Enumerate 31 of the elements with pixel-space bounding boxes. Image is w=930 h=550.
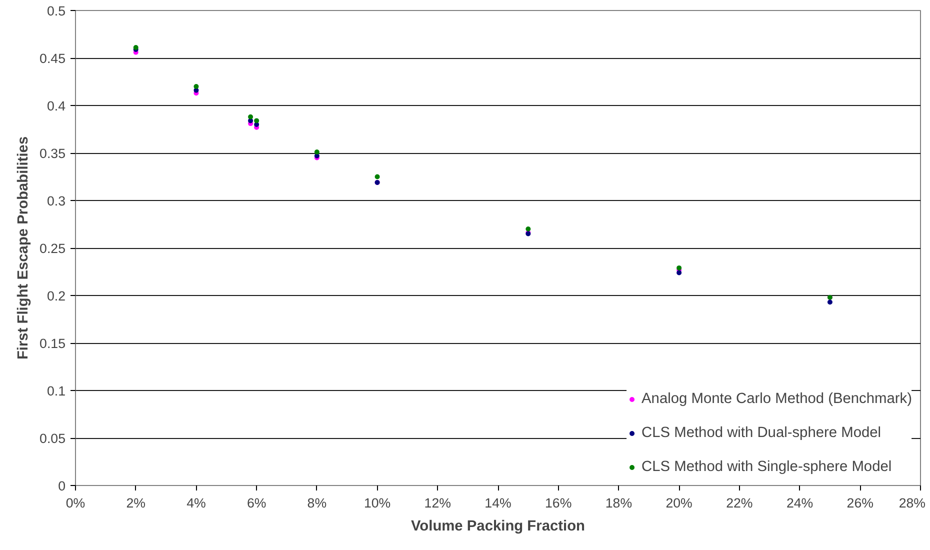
y-tick-label: 0.3 — [46, 194, 66, 208]
x-tick-label: 24% — [786, 496, 814, 510]
y-tick-label: 0.05 — [40, 431, 66, 446]
y-tick-label: 0.15 — [40, 336, 66, 351]
y-axis-title: First Flight Escape Probabilities — [16, 136, 32, 360]
legend-label: CLS Method with Single-sphere Model — [642, 459, 892, 475]
legend-label: CLS Method with Dual-sphere Model — [642, 425, 882, 441]
y-tick-label: 0.35 — [40, 146, 66, 161]
x-tick-label: 16% — [545, 496, 572, 510]
x-tick-label: 10% — [364, 496, 391, 510]
y-tick-label: 0.4 — [46, 98, 66, 114]
x-tick-label: 8% — [307, 496, 327, 510]
x-tick-label: 28% — [898, 496, 926, 510]
y-tick-label: 0.25 — [40, 241, 66, 256]
x-tick-label: 14% — [484, 496, 512, 510]
y-tick-label: 0.1 — [46, 384, 66, 398]
x-tick-label: 2% — [126, 496, 146, 510]
y-tick-label: 0.45 — [40, 51, 66, 66]
x-tick-label: 12% — [424, 496, 452, 510]
y-tick-label: 0.2 — [46, 288, 66, 304]
x-tick-label: 6% — [246, 496, 266, 510]
x-axis-title: Volume Packing Fraction — [410, 518, 586, 534]
x-tick-label: 22% — [726, 496, 753, 510]
x-tick-label: 26% — [846, 496, 874, 510]
legend-label: Analog Monte Carlo Method (Benchmark) — [642, 391, 912, 407]
x-tick-label: 18% — [605, 496, 632, 510]
x-tick-label: 4% — [186, 496, 206, 510]
x-tick-label: 0% — [66, 496, 86, 510]
y-tick-label: 0 — [58, 478, 66, 494]
y-tick-label: 0.5 — [46, 4, 66, 18]
x-tick-label: 20% — [666, 496, 693, 510]
